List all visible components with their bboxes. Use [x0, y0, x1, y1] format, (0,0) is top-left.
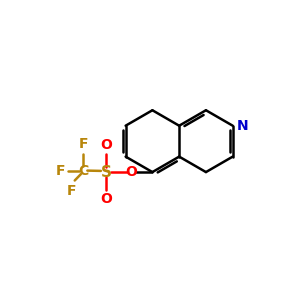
Text: F: F — [79, 137, 88, 151]
Text: C: C — [78, 164, 88, 178]
Text: N: N — [236, 119, 248, 133]
Text: O: O — [125, 165, 137, 179]
Text: F: F — [67, 184, 76, 198]
Text: O: O — [100, 138, 112, 152]
Text: S: S — [101, 165, 112, 180]
Text: F: F — [56, 164, 65, 178]
Text: O: O — [100, 192, 112, 206]
